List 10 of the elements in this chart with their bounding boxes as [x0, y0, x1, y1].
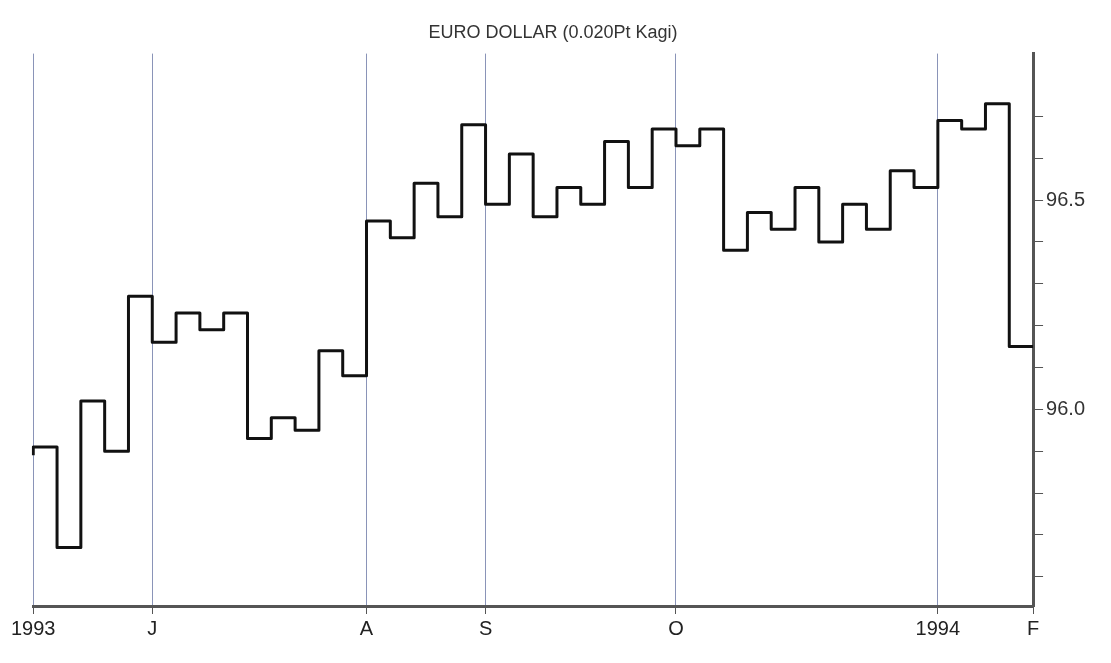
x-tick-label: 1994: [915, 616, 961, 639]
x-tick-label: 1993: [11, 616, 56, 639]
x-tick-label: J: [147, 616, 158, 639]
x-tick-label: A: [359, 616, 374, 639]
x-tick-label: O: [668, 616, 684, 639]
y-tick-label: 96.0: [1046, 396, 1086, 419]
chart-title: EURO DOLLAR (0.020Pt Kagi): [428, 21, 678, 42]
y-tick-label: 96.5: [1046, 187, 1086, 210]
x-tick-label: S: [478, 616, 493, 639]
x-tick-label: F: [1026, 616, 1040, 639]
